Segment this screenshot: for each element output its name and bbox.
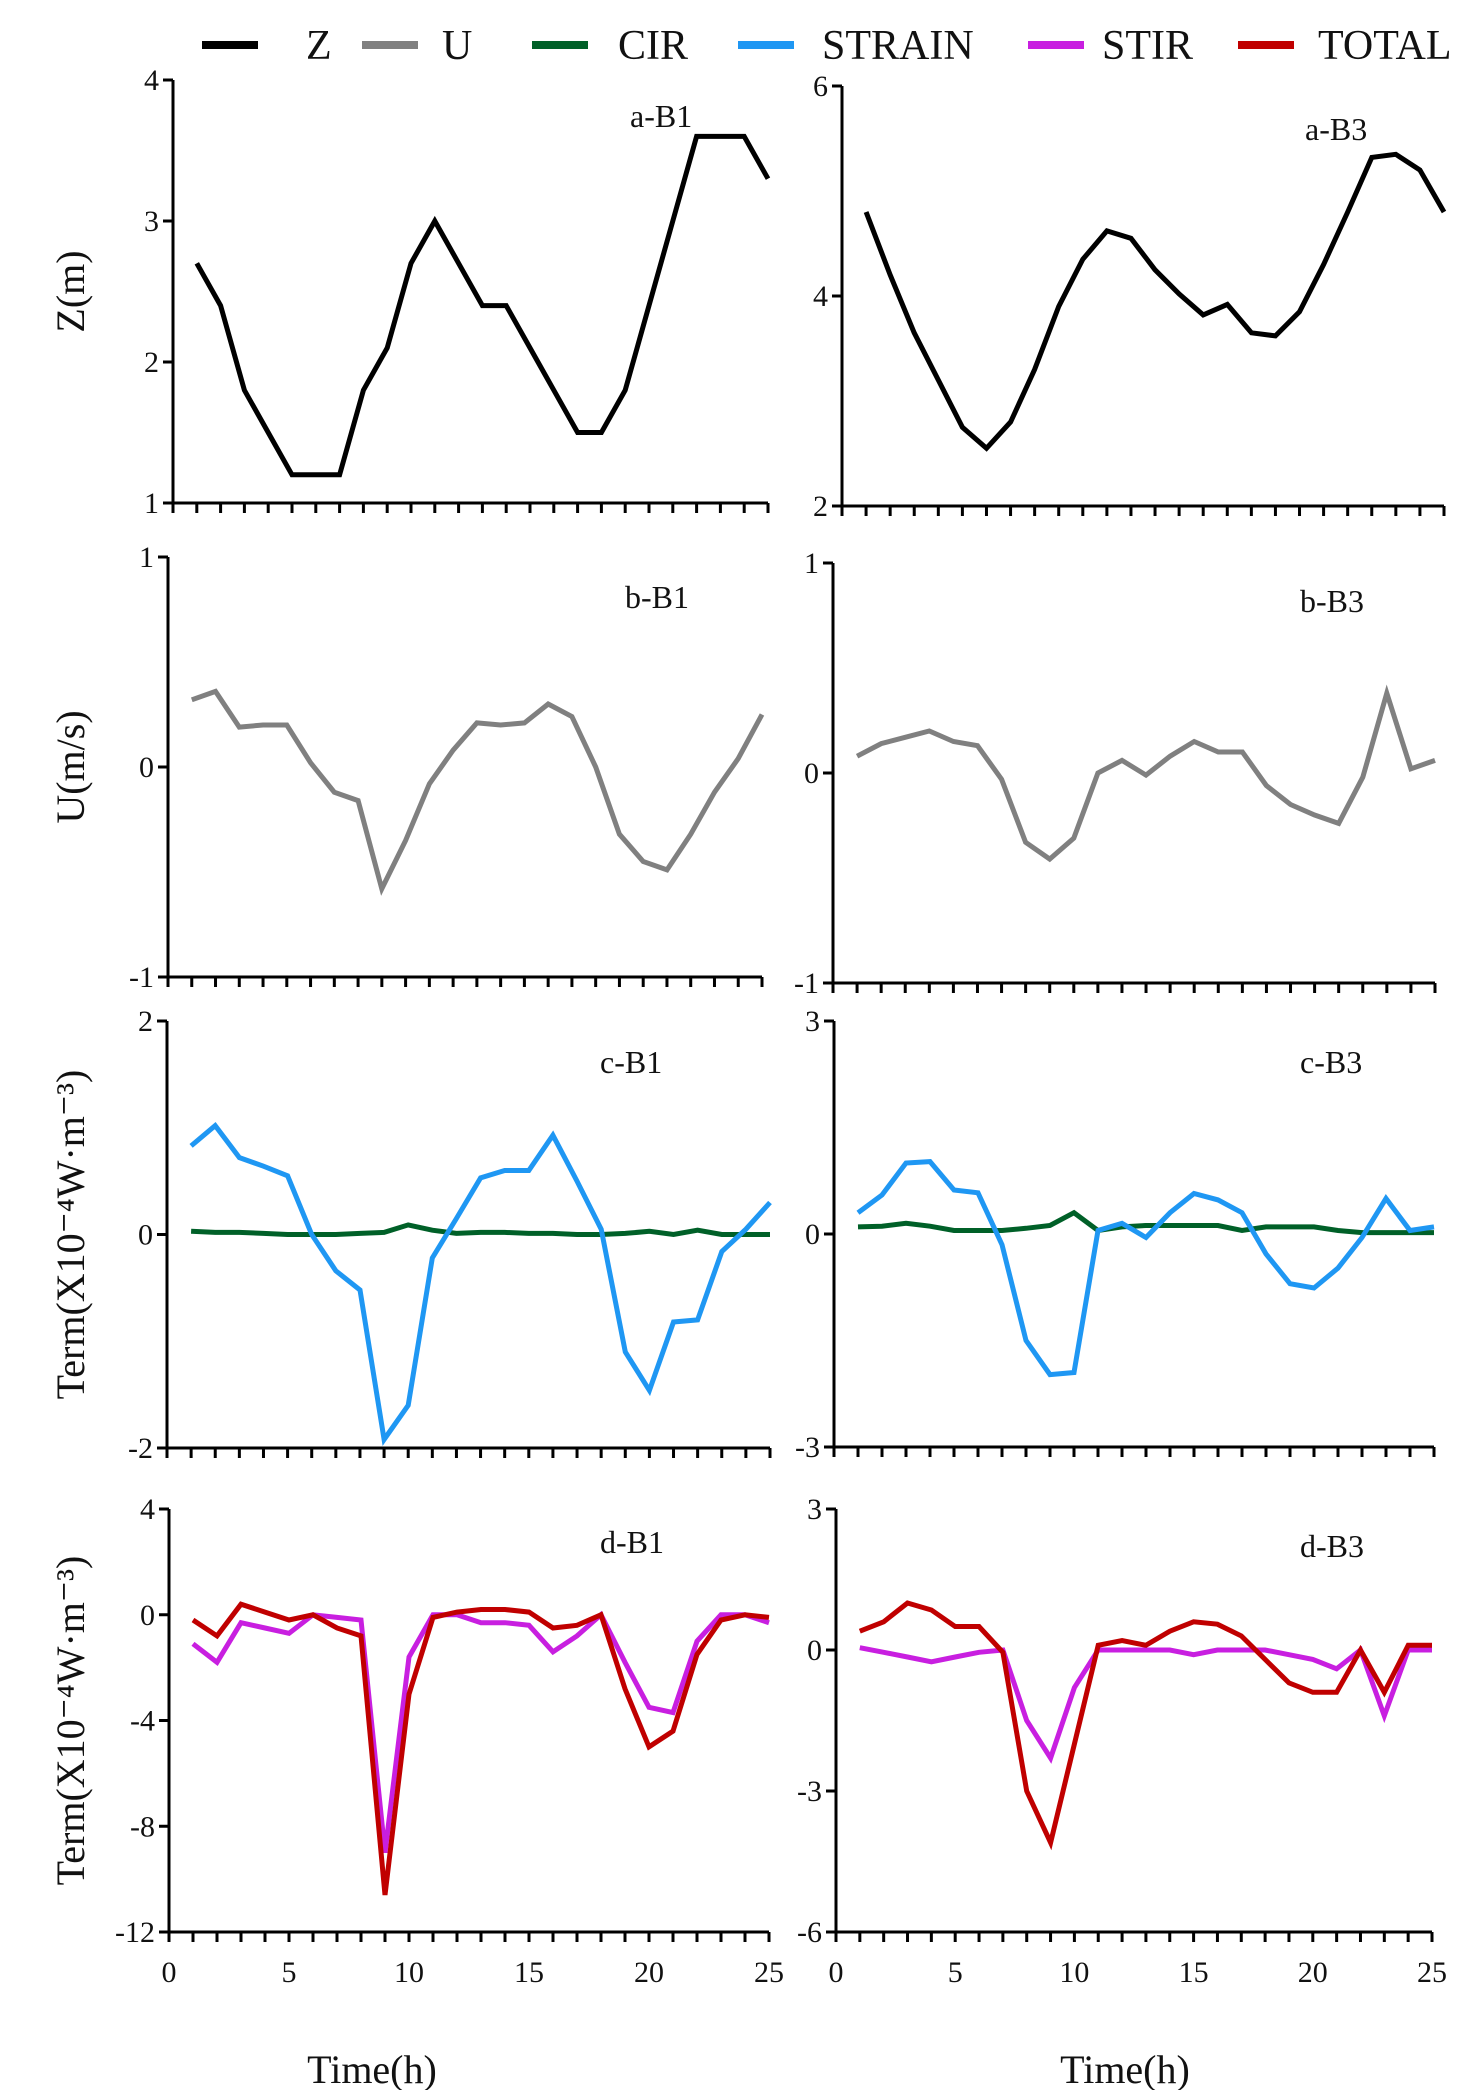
series-line-cir [190,1222,770,1238]
y-tick-label: 0 [804,757,819,790]
x-tick-label: 20 [634,1956,664,1989]
panel-d-B1: -12 -8 -4 0 4 0 5 10 15 20 25 d-B1 Term(X10⁻⁴W·m⁻³) [48,1493,784,1989]
legend-label-total: TOTAL [1318,23,1452,69]
x-tick-label: 15 [514,1956,544,1989]
panel-a-B3: 2 4 6 a-B3 [813,70,1447,523]
y-axis-title: Term(X10⁻⁴W·m⁻³) [48,1070,93,1400]
series-line-total [191,1601,770,1896]
series-line-strain [189,1121,772,1446]
panel-label: a-B3 [1305,111,1367,147]
x-tick-label: 25 [1417,1956,1447,1989]
series-line-z [863,151,1447,452]
y-tick-label: 2 [144,346,159,379]
y-tick-label: 1 [139,541,154,574]
y-tick-label: -8 [130,1810,155,1843]
x-tick-label: 10 [1059,1956,1089,1989]
y-tick-label: -4 [130,1705,155,1738]
y-tick-label: 1 [804,547,819,580]
legend-label-cir: CIR [618,23,688,69]
series-line-total [858,1600,1432,1851]
y-tick-label: 0 [807,1634,822,1667]
panel-a-B1: 1 2 3 4 a-B1 Z(m) [48,64,771,520]
y-tick-label: 0 [139,751,154,784]
x-tick-label: 20 [1298,1956,1328,1989]
y-tick-label: 0 [140,1599,155,1632]
y-tick-label: 4 [813,280,828,313]
y-tick-label: -6 [797,1916,822,1949]
x-tick-label: 0 [829,1956,844,1989]
legend-label-stir: STIR [1102,23,1193,69]
y-tick-label: 0 [138,1219,153,1252]
y-tick-label: 6 [813,70,828,103]
y-tick-label: -1 [794,967,819,1000]
x-tick-label: 15 [1179,1956,1209,1989]
x-axis-title-left: Time(h) [307,2047,437,2090]
y-tick-label: 0 [805,1218,820,1251]
x-tick-label: 5 [282,1956,297,1989]
y-tick-label: 4 [140,1493,155,1526]
legend-label-z: Z [306,23,332,69]
series-line-stir [859,1645,1432,1764]
x-tick-label: 5 [948,1956,963,1989]
panel-b-B3: -1 0 1 b-B3 [794,547,1437,1000]
y-tick-label: 3 [807,1493,822,1526]
series-line-stir [191,1610,770,1854]
y-tick-label: -3 [795,1431,820,1464]
panel-label: c-B1 [600,1044,662,1080]
series-line-u [190,688,765,896]
y-tick-label: 3 [144,205,159,238]
legend: Z U CIR STRAIN STIR TOTAL [202,23,1452,69]
legend-label-u: U [442,23,472,69]
panel-c-B3: -3 0 3 c-B3 [795,1005,1436,1464]
y-tick-label: 2 [813,490,828,523]
panel-label: b-B1 [625,579,689,615]
panel-b-B1: -1 0 1 b-B1 U(m/s) [48,541,765,994]
legend-label-strain: STRAIN [822,23,974,69]
y-tick-label: -2 [128,1432,153,1465]
y-tick-label: 1 [144,487,159,520]
x-tick-label: 10 [394,1956,424,1989]
y-tick-label: 4 [144,64,159,97]
series-line-z [194,133,771,478]
panels: 1 2 3 4 a-B1 Z(m) 2 4 6 a-B3 -1 0 1 b-B1 U(m/s) -1 0 1 b-B… [48,64,1447,1989]
panel-label: d-B3 [1300,1528,1364,1564]
panel-label: d-B1 [600,1524,664,1560]
series-line-strain [856,1159,1435,1378]
series-line-u [855,684,1436,863]
x-tick-label: 25 [754,1956,784,1989]
x-axis-title-right: Time(h) [1060,2047,1190,2090]
y-axis-title: U(m/s) [48,710,93,823]
panel-d-B3: -6 -3 0 3 0 5 10 15 20 25 d-B3 [797,1493,1447,1989]
y-tick-label: 2 [138,1005,153,1038]
y-tick-label: -1 [129,961,154,994]
y-tick-label: 3 [805,1005,820,1038]
y-tick-label: -12 [115,1916,155,1949]
panel-label: c-B3 [1300,1044,1362,1080]
y-axis-title: Z(m) [48,250,93,332]
y-tick-label: -3 [797,1775,822,1808]
series-line-cir [857,1209,1434,1236]
panel-label: a-B1 [630,98,692,134]
panel-c-B1: -2 0 2 c-B1 Term(X10⁻⁴W·m⁻³) [48,1005,772,1465]
panel-label: b-B3 [1300,583,1364,619]
x-tick-label: 0 [162,1956,177,1989]
y-axis-title: Term(X10⁻⁴W·m⁻³) [48,1556,93,1886]
